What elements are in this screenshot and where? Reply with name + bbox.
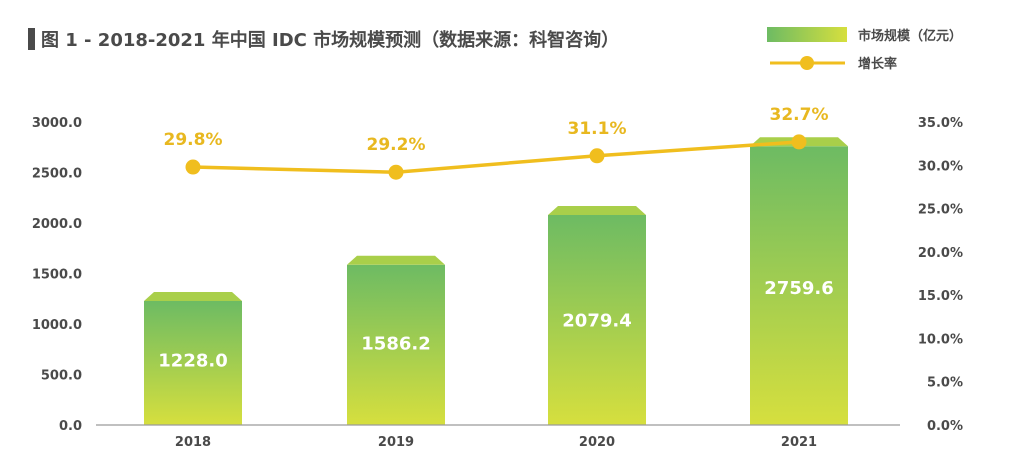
- bar: [144, 300, 242, 425]
- growth-rate-label: 29.8%: [164, 130, 223, 150]
- y-left-tick-label: 3000.0: [32, 116, 82, 131]
- y-left-tick-label: 1000.0: [32, 318, 82, 333]
- growth-rate-point: [388, 164, 404, 180]
- growth-rate-label: 32.7%: [770, 105, 829, 125]
- x-tick-label: 2018: [175, 435, 211, 450]
- bar: [548, 214, 646, 425]
- y-right-tick-label: 5.0%: [927, 376, 963, 391]
- bar-cap: [347, 255, 445, 265]
- y-right-tick-label: 10.0%: [918, 332, 963, 347]
- x-axis-labels: 2018 2019 2020 2021: [175, 435, 817, 450]
- y-left-tick-label: 0.0: [59, 419, 82, 434]
- legend-line-label: 增长率: [858, 56, 897, 72]
- y-left-tick-label: 2500.0: [32, 167, 82, 182]
- bar-value-label: 1228.0: [158, 351, 227, 372]
- y-axis-left: 0.0 500.0 1000.0 1500.0 2000.0 2500.0 3000.0: [32, 116, 82, 434]
- chart-title: 图 1 - 2018-2021 年中国 IDC 市场规模预测（数据来源：科智咨询…: [41, 29, 619, 51]
- growth-rate-point: [185, 159, 201, 175]
- y-right-tick-label: 35.0%: [918, 116, 963, 131]
- growth-rate-line: 29.8% 29.2% 31.1% 32.7%: [164, 105, 829, 180]
- x-tick-label: 2019: [378, 435, 414, 450]
- y-right-tick-label: 20.0%: [918, 246, 963, 261]
- title-marker: [28, 28, 35, 50]
- growth-rate-point: [589, 148, 605, 164]
- legend-line-marker: [800, 56, 814, 70]
- legend-bar-swatch: [767, 27, 847, 42]
- y-left-tick-label: 1500.0: [32, 268, 82, 283]
- bar-cap: [548, 205, 646, 215]
- x-tick-label: 2021: [781, 435, 817, 450]
- bar-value-label: 2759.6: [764, 278, 833, 299]
- growth-rate-point: [791, 134, 807, 150]
- bar-cap: [144, 291, 242, 301]
- bar-value-label: 2079.4: [562, 310, 631, 331]
- legend-bar-label: 市场规模（亿元）: [858, 28, 962, 44]
- x-tick-label: 2020: [579, 435, 615, 450]
- y-right-tick-label: 15.0%: [918, 289, 963, 304]
- bar: [750, 146, 848, 425]
- y-right-tick-label: 0.0%: [927, 419, 963, 434]
- growth-rate-label: 29.2%: [367, 135, 426, 155]
- growth-rate-polyline: [192, 140, 800, 174]
- y-right-tick-label: 25.0%: [918, 203, 963, 218]
- bar: [347, 264, 445, 425]
- bar-value-label: 1586.2: [361, 334, 430, 355]
- legend: 市场规模（亿元） 增长率: [767, 27, 962, 72]
- y-left-tick-label: 2000.0: [32, 217, 82, 232]
- y-left-tick-label: 500.0: [41, 369, 82, 384]
- y-right-tick-label: 30.0%: [918, 159, 963, 174]
- growth-rate-label: 31.1%: [568, 119, 627, 139]
- bars: 1228.0 1586.2 2079.4 2759.6: [144, 137, 848, 425]
- y-axis-right: 0.0% 5.0% 10.0% 15.0% 20.0% 25.0% 30.0% 35.0%: [918, 116, 963, 434]
